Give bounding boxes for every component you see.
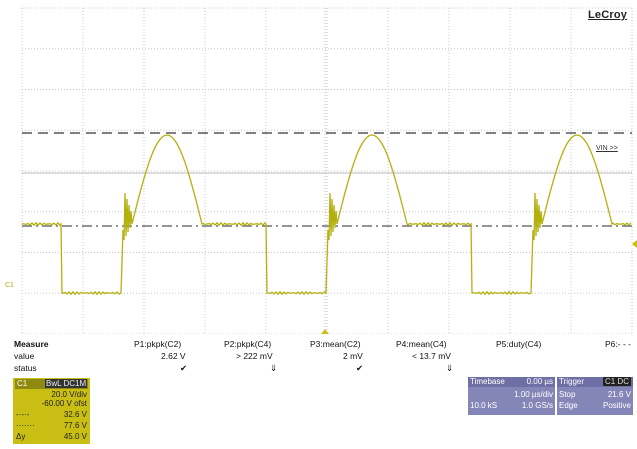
delta-value: 45.0 V [63, 432, 87, 441]
value-row-label: value [14, 351, 35, 361]
trigger-panel[interactable]: Trigger C1 DC Stop 21.6 V Edge Positive [557, 377, 633, 415]
cursor-dotted-icon: ······· [16, 421, 35, 430]
trigger-channels: C1 DC [602, 377, 631, 386]
param-name-p2[interactable]: P2:pkpk(C4) [224, 339, 272, 349]
timebase-samples: 10.0 kS [470, 401, 498, 410]
channel-1-header: C1 BwL DC1M [15, 379, 88, 389]
cursor-2-value: 77.6 V [63, 421, 87, 430]
channel-1-name: C1 [17, 379, 28, 388]
channel-1-scale: 20.0 V/div [51, 390, 87, 399]
graticule [21, 7, 637, 334]
timebase-panel[interactable]: Timebase 0.00 µs 1.00 µs/div 10.0 kS 1.0… [468, 377, 555, 415]
trigger-level-marker [632, 240, 637, 248]
channel-trace [21, 134, 632, 296]
channel-1-offset: -60.00 V ofst [41, 399, 87, 408]
cursor-label: VIN >> [596, 145, 618, 152]
trigger-type: Edge [559, 401, 578, 410]
channel-1-descriptor[interactable]: C1 BwL DC1M 20.0 V/div -60.00 V ofst -·-… [13, 378, 90, 444]
trigger-position-marker [321, 329, 329, 334]
measure-header-row: Measure P1:pkpk(C2) P2:pkpk(C4) P3:mean(… [0, 339, 637, 350]
channel-1-coupling: BwL DC1M [45, 379, 88, 388]
param-name-p6[interactable]: P6:- - - [605, 339, 631, 349]
cursor-1-value: 32.6 V [63, 410, 87, 419]
status-arrow-icon-p4: ⇓ [446, 363, 454, 373]
param-value-p3: 2 mV [343, 351, 363, 361]
channel-ground-marker: C1 [5, 282, 14, 289]
param-name-p1[interactable]: P1:pkpk(C2) [134, 339, 182, 349]
trigger-label: Trigger [559, 377, 585, 386]
status-row-label: status [14, 363, 37, 373]
scope-display: LeCroy VIN >> C1 [5, 7, 637, 334]
param-name-p5[interactable]: P5:duty(C4) [496, 339, 542, 349]
timebase-delay: 0.00 µs [526, 377, 553, 386]
delta-label: Δy [16, 432, 26, 441]
measure-value-row: value 2.62 V > 222 mV 2 mV < 13.7 mV [0, 351, 637, 362]
trigger-level: 21.6 V [607, 390, 631, 399]
param-value-p2: > 222 mV [236, 351, 273, 361]
trigger-slope: Positive [602, 401, 631, 410]
param-value-p1: 2.62 V [161, 351, 186, 361]
param-name-p4[interactable]: P4:mean(C4) [396, 339, 447, 349]
measure-title: Measure [14, 339, 49, 349]
status-check-icon-p1: ✔ [180, 363, 188, 373]
trigger-mode: Stop [559, 390, 576, 399]
param-name-p3[interactable]: P3:mean(C2) [310, 339, 361, 349]
param-value-p4: < 13.7 mV [412, 351, 451, 361]
measure-table: Measure P1:pkpk(C2) P2:pkpk(C4) P3:mean(… [0, 339, 637, 374]
status-check-icon-p3: ✔ [356, 363, 364, 373]
cursor-dashdot-icon: -·-·- [16, 410, 30, 419]
timebase-per-div: 1.00 µs/div [514, 390, 553, 399]
status-arrow-icon-p2: ⇓ [270, 363, 278, 373]
measure-status-row: status ✔ ⇓ ✔ ⇓ [0, 363, 637, 374]
brand-logo: LeCroy [588, 9, 628, 21]
timebase-rate: 1.0 GS/s [521, 401, 553, 410]
timebase-label: Timebase [470, 377, 505, 386]
